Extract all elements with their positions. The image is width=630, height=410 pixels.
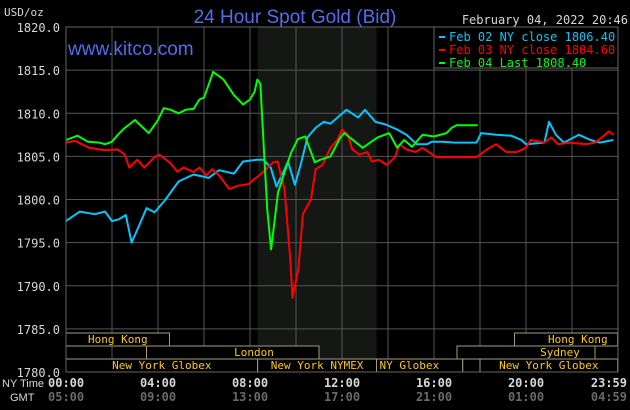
session-label: Hong Kong — [88, 333, 148, 346]
ny-time-tick-label: 00:00 — [48, 376, 84, 390]
ny-time-tick-label: 20:00 — [508, 376, 544, 390]
session-label: London — [234, 346, 274, 359]
gmt-tick-label: 21:00 — [416, 390, 452, 404]
session-label: Hong Kong — [548, 333, 608, 346]
session-box — [462, 358, 481, 373]
session-box — [146, 345, 320, 360]
plot-frame — [65, 26, 619, 373]
session-label: Sydney — [540, 346, 580, 359]
legend-box — [433, 26, 619, 69]
legend-entry: Feb 02 NY close 1806.40 — [449, 30, 615, 44]
legend-entry: Feb 04 Last 1808.40 — [449, 56, 586, 70]
series-line-1 — [65, 108, 614, 244]
y-axis-unit-label: USD/oz — [4, 6, 44, 19]
y-tick-label: 1815.0 — [17, 64, 60, 78]
session-label: New York Globex — [112, 359, 212, 372]
y-tick-label: 1800.0 — [17, 194, 60, 208]
chart-timestamp: February 04, 2022 20:46 — [462, 13, 628, 27]
y-tick-label: 1805.0 — [17, 150, 60, 164]
y-tick-label: 1785.0 — [17, 323, 60, 337]
legend-entry: Feb 03 NY close 1804.60 — [449, 43, 615, 57]
series-line-2 — [65, 128, 614, 299]
y-tick-label: 1780.0 — [17, 366, 60, 380]
kitco-watermark: www.kitco.com — [67, 39, 194, 60]
ny-time-tick-label: 12:00 — [324, 376, 360, 390]
ny-time-tick-label: 23:59 — [591, 376, 627, 390]
gmt-tick-label: 09:00 — [140, 390, 176, 404]
session-label: New York NYMEX — [271, 359, 364, 372]
y-tick-label: 1790.0 — [17, 280, 60, 294]
ny-time-tick-label: 08:00 — [232, 376, 268, 390]
session-label: New York Globex — [499, 359, 599, 372]
chart-title: 24 Hour Spot Gold (Bid) — [194, 7, 397, 28]
ny-time-tick-label: 04:00 — [140, 376, 176, 390]
y-tick-label: 1795.0 — [17, 237, 60, 251]
gmt-tick-label: 01:00 — [508, 390, 544, 404]
gmt-tick-label: 13:00 — [232, 390, 268, 404]
y-tick-label: 1820.0 — [17, 21, 60, 35]
gmt-tick-label: 17:00 — [324, 390, 360, 404]
x-axis-row-label: NY Time — [2, 378, 44, 390]
gmt-tick-label: 04:59 — [591, 390, 627, 404]
ny-time-tick-label: 16:00 — [416, 376, 452, 390]
x-axis-row-label: GMT — [10, 392, 35, 404]
series-line-3 — [65, 70, 478, 251]
gmt-tick-label: 05:00 — [48, 390, 84, 404]
session-label: NY Globex — [380, 359, 440, 372]
y-tick-label: 1810.0 — [17, 107, 60, 121]
